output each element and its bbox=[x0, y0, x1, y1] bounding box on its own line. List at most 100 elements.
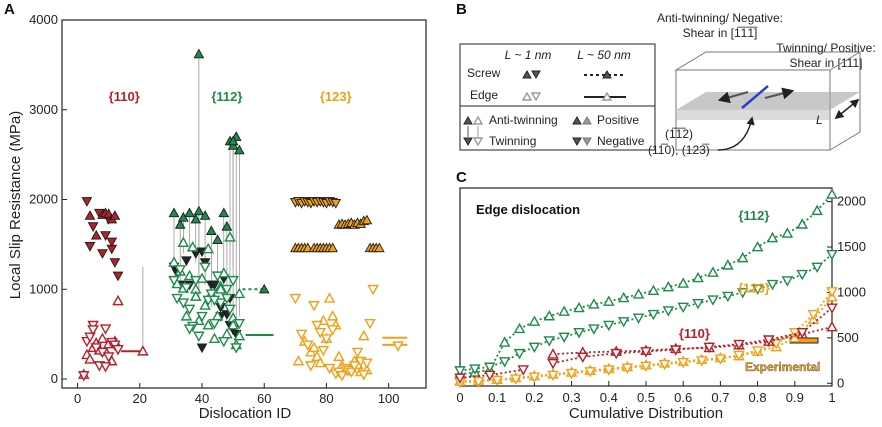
panel-a-point bbox=[208, 295, 221, 307]
legend-edge-down-icon bbox=[530, 92, 542, 102]
panel-a-point bbox=[289, 293, 302, 305]
panel-c-point bbox=[733, 339, 745, 351]
panel-c-label: C bbox=[456, 169, 467, 186]
panel-a-point bbox=[224, 231, 236, 242]
panel-c-point bbox=[703, 342, 716, 353]
panel-a-point bbox=[357, 370, 370, 381]
panel-a-point bbox=[227, 319, 239, 330]
panel-c-point bbox=[722, 259, 734, 270]
panel-c-point bbox=[603, 320, 615, 332]
panel-a-point bbox=[364, 318, 376, 330]
panel-a-point bbox=[345, 367, 358, 378]
panel-c-xtick-label: 0.4 bbox=[600, 390, 618, 405]
panel-a-point bbox=[186, 241, 199, 252]
panel-a-point bbox=[174, 265, 187, 276]
panel-a-point bbox=[202, 319, 215, 330]
panel-c-point bbox=[826, 303, 838, 314]
legend-header-long: L ~ 50 nm bbox=[577, 48, 630, 62]
panel-c-point bbox=[483, 370, 496, 382]
length-dimension bbox=[834, 98, 860, 120]
legend-edge-up-icon bbox=[521, 91, 533, 101]
panel-c-point bbox=[603, 365, 615, 376]
dislocation-line bbox=[741, 85, 769, 109]
panel-a-point bbox=[348, 361, 361, 372]
panel-c-point bbox=[781, 227, 794, 238]
panel-c-point bbox=[610, 348, 623, 360]
panel-a-point bbox=[295, 329, 308, 341]
panel-a-point bbox=[100, 231, 111, 241]
legend-positive-label: Positive bbox=[597, 113, 639, 127]
panel-a-point bbox=[323, 292, 336, 303]
panel-a-point bbox=[81, 197, 93, 207]
panel-a-point bbox=[189, 290, 202, 301]
panel-c-xtick-label: 0 bbox=[456, 390, 463, 405]
panel-a-point bbox=[336, 371, 348, 382]
edge-dislocation-annotation: Edge dislocation bbox=[476, 202, 580, 217]
panel-a-point bbox=[109, 258, 121, 268]
panel-c-xtick-label: 0.8 bbox=[749, 390, 767, 405]
panel-a-point bbox=[90, 229, 102, 240]
panel-a-point bbox=[96, 332, 109, 344]
panel-a-xtick-label: 20 bbox=[133, 391, 147, 406]
panel-c-point bbox=[483, 362, 496, 373]
panel-c-point bbox=[658, 359, 671, 371]
panel-c-point bbox=[517, 365, 530, 376]
panel-a-point bbox=[311, 350, 323, 361]
panel-a-point bbox=[227, 275, 239, 287]
panel-a-point bbox=[233, 318, 246, 330]
panel-c-point bbox=[543, 336, 556, 347]
panel-c-point bbox=[543, 310, 556, 321]
panel-c-point bbox=[770, 338, 782, 350]
panel-a-point bbox=[87, 325, 99, 336]
panel-c-xtick-label: 0.5 bbox=[637, 390, 655, 405]
panel-a-point bbox=[183, 324, 196, 335]
panel-a-label: A bbox=[4, 1, 15, 18]
slip-diagram: Anti-twinning/ Negative: Shear in [1̅1̅1… bbox=[648, 11, 876, 157]
legend-edge-long-icon bbox=[601, 91, 613, 101]
panel-c-point bbox=[722, 291, 734, 303]
panel-a-point bbox=[168, 207, 180, 218]
panel-c-point bbox=[696, 356, 708, 367]
panel-c-point bbox=[491, 375, 503, 387]
panel-a-point bbox=[196, 311, 208, 323]
panel-a-point bbox=[189, 275, 202, 287]
panel-c-point bbox=[677, 277, 689, 288]
panel-c-xtick-label: 0.1 bbox=[488, 390, 506, 405]
panel-a-point bbox=[326, 310, 339, 321]
legend-negative-label: Negative bbox=[597, 134, 645, 148]
panel-c-point bbox=[796, 328, 809, 339]
panel-b-label: B bbox=[456, 1, 467, 18]
panel-a-point bbox=[180, 310, 193, 321]
panel-c-point bbox=[528, 315, 541, 326]
panel-a-point bbox=[357, 329, 370, 341]
panel-a-point bbox=[361, 214, 373, 225]
panel-a-point bbox=[311, 320, 323, 332]
panel-a-xtick-label: 40 bbox=[195, 391, 209, 406]
panel-a-point bbox=[84, 242, 96, 252]
panel-a-point bbox=[99, 324, 112, 335]
panel-c-series-line bbox=[459, 368, 524, 379]
legend-negative-filled-icon bbox=[572, 137, 582, 147]
panel-a-point bbox=[258, 283, 270, 294]
legend-screw-down-icon bbox=[531, 70, 541, 80]
legend-box bbox=[459, 43, 656, 151]
panel-c-point bbox=[677, 358, 689, 369]
panel-c-point bbox=[547, 348, 559, 359]
panel-c-point bbox=[751, 284, 764, 295]
panel-a-point bbox=[99, 362, 112, 373]
slip-plane-edge bbox=[676, 110, 830, 120]
panel-c-series-line bbox=[459, 253, 833, 372]
panel-a-point bbox=[183, 304, 196, 316]
panel-a-point bbox=[221, 220, 233, 231]
panel-a-point bbox=[227, 135, 239, 146]
plane-pointer-arrow bbox=[717, 116, 755, 151]
slip-plane bbox=[676, 92, 860, 110]
legend-positive-gray-icon bbox=[582, 115, 592, 125]
panel-c-point bbox=[617, 291, 630, 303]
panel-c-xtick-label: 0.2 bbox=[525, 390, 543, 405]
panel-c-point bbox=[632, 313, 645, 324]
panel-c-point bbox=[789, 328, 801, 339]
panel-c-point bbox=[826, 320, 838, 332]
panel-c-point bbox=[811, 262, 823, 274]
panel-c-point bbox=[692, 271, 704, 283]
